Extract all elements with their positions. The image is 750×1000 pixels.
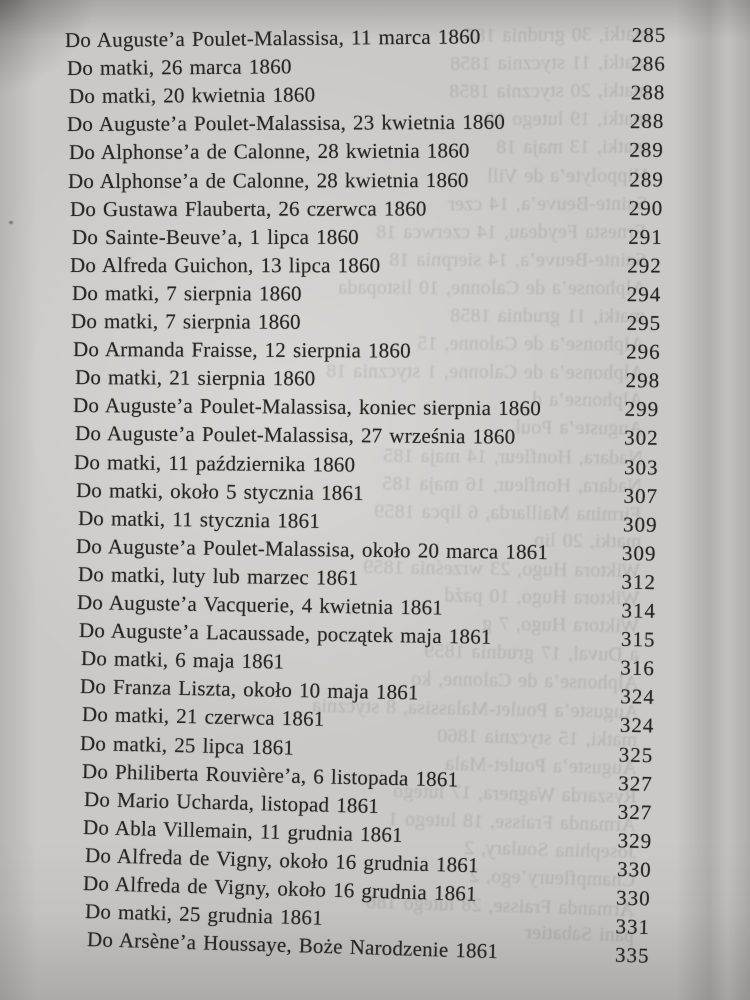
entry-title: Do matki, 6 maja 1861 bbox=[80, 646, 285, 674]
entry-page-number: 289 bbox=[628, 166, 664, 191]
entry-page-number: 324 bbox=[619, 684, 655, 710]
entry-page-number: 295 bbox=[626, 310, 662, 335]
toc-row: Do Armanda Fraisse, 12 sierpnia 1860 296 bbox=[73, 337, 661, 368]
toc-row: Do Auguste’a Poulet-Malassisa, koniec si… bbox=[73, 393, 659, 425]
entry-page-number: 288 bbox=[629, 109, 665, 134]
entry-page-number: 289 bbox=[629, 138, 665, 163]
toc-row: Do Alfreda Guichon, 13 lipca 1860 292 bbox=[70, 253, 662, 282]
entry-title: Do Alfreda Guichon, 13 lipca 1860 bbox=[70, 252, 381, 278]
entry-page-number: 294 bbox=[626, 282, 662, 307]
toc-row: Do matki, 7 sierpnia 1860 295 bbox=[71, 309, 661, 339]
entry-title: Do matki, 20 kwietnia 1860 bbox=[68, 82, 315, 109]
entry-page-number: 316 bbox=[620, 655, 656, 681]
entry-page-number: 327 bbox=[617, 799, 653, 825]
entry-page-number: 288 bbox=[630, 80, 666, 105]
entry-page-number: 309 bbox=[622, 512, 658, 537]
entry-title: Do Auguste’a Poulet-Malassisa, około 20 … bbox=[76, 533, 549, 564]
toc-row: Do Sainte-Beuve’a, 1 lipca 1860 291 bbox=[72, 224, 663, 252]
entry-page-number: 329 bbox=[617, 828, 653, 853]
entry-title: Do matki, 11 października 1860 bbox=[73, 449, 356, 477]
entry-page-number: 312 bbox=[621, 569, 657, 595]
entry-page-number: 286 bbox=[630, 51, 666, 76]
entry-page-number: 330 bbox=[616, 885, 652, 911]
entry-title: Do matki, 26 marca 1860 bbox=[66, 54, 292, 81]
entry-title: Do Sainte-Beuve’a, 1 lipca 1860 bbox=[71, 224, 359, 249]
entry-page-number: 299 bbox=[624, 397, 660, 422]
entry-title: Do matki, 21 czerwca 1861 bbox=[81, 702, 325, 732]
entry-page-number: 290 bbox=[628, 195, 664, 220]
entry-title: Do matki, 7 sierpnia 1860 bbox=[70, 309, 301, 334]
entry-page-number: 298 bbox=[625, 368, 661, 393]
entry-title: Do Gustawa Flauberta, 26 czerwca 1860 bbox=[69, 196, 427, 221]
entry-page-number: 324 bbox=[619, 713, 655, 738]
entry-title: Do matki, 11 stycznia 1861 bbox=[77, 505, 321, 533]
toc-row: Do Auguste’a Poulet-Malassisa, 23 kwietn… bbox=[67, 109, 664, 140]
entry-title: Do matki, 7 sierpnia 1860 bbox=[72, 280, 303, 306]
entry-page-number: 292 bbox=[627, 253, 663, 278]
entry-title: Do matki, 25 lipca 1861 bbox=[79, 730, 295, 760]
entry-page-number: 307 bbox=[623, 483, 659, 508]
entry-page-number: 327 bbox=[618, 770, 654, 796]
entry-page-number: 325 bbox=[618, 741, 654, 767]
entry-title: Do Auguste’a Poulet-Malassisa, koniec si… bbox=[73, 393, 542, 421]
entry-page-number: 302 bbox=[624, 425, 660, 451]
toc-row: Do Auguste’a Poulet-Malassisa, 27 wrześn… bbox=[75, 421, 659, 454]
entry-page-number: 285 bbox=[631, 22, 667, 48]
entry-title: Do Auguste’a Poulet-Malassisa, 11 marca … bbox=[64, 24, 481, 52]
entry-title: Do Franza Liszta, około 10 maja 1861 bbox=[79, 674, 419, 705]
entry-title: Do matki, luty lub marzec 1861 bbox=[78, 561, 360, 590]
entry-title: Do Auguste’a Vacquerie, 4 kwietnia 1861 bbox=[76, 590, 444, 620]
entry-page-number: 309 bbox=[622, 540, 658, 566]
entry-page-number: 291 bbox=[627, 224, 663, 249]
toc-row: Do Alphonse’a de Calonne, 28 kwietnia 18… bbox=[68, 167, 664, 197]
entry-title: Do matki, 21 sierpnia 1860 bbox=[74, 365, 316, 391]
entry-page-number: 315 bbox=[620, 627, 656, 652]
toc-row: Do matki, 21 sierpnia 1860 298 bbox=[75, 365, 660, 396]
entry-page-number: 303 bbox=[623, 454, 659, 479]
entry-page-number: 296 bbox=[625, 339, 661, 364]
entry-title: Do Armanda Fraisse, 12 sierpnia 1860 bbox=[72, 337, 411, 363]
entry-page-number: 335 bbox=[614, 942, 651, 968]
entry-title: Do Alphonse’a de Calonne, 28 kwietnia 18… bbox=[67, 167, 469, 193]
toc-row: Do Auguste’a Poulet-Malassisa, 11 marca … bbox=[64, 23, 666, 56]
entry-title: Do Auguste’a Poulet-Malassisa, 23 kwietn… bbox=[67, 110, 506, 137]
entry-page-number: 331 bbox=[615, 914, 651, 940]
entry-page-number: 330 bbox=[616, 856, 652, 882]
entry-title: Do Alphonse’a de Calonne, 28 kwietnia 18… bbox=[69, 138, 470, 165]
toc-row: Do matki, 20 kwietnia 1860 288 bbox=[69, 80, 666, 112]
toc-row: Do Alphonse’a de Calonne, 28 kwietnia 18… bbox=[69, 138, 664, 168]
entry-title: Do matki, około 5 stycznia 1861 bbox=[75, 477, 364, 505]
toc-row: Do Gustawa Flauberta, 26 czerwca 1860 29… bbox=[70, 196, 663, 225]
toc-row: Do matki, 26 marca 1860 286 bbox=[67, 52, 666, 85]
entry-page-number: 314 bbox=[621, 598, 657, 623]
toc-row: Do matki, 7 sierpnia 1860 294 bbox=[72, 281, 661, 310]
entry-title: Do Auguste’a Poulet-Malassisa, 27 wrześn… bbox=[75, 421, 516, 449]
paper-speck bbox=[9, 221, 13, 224]
